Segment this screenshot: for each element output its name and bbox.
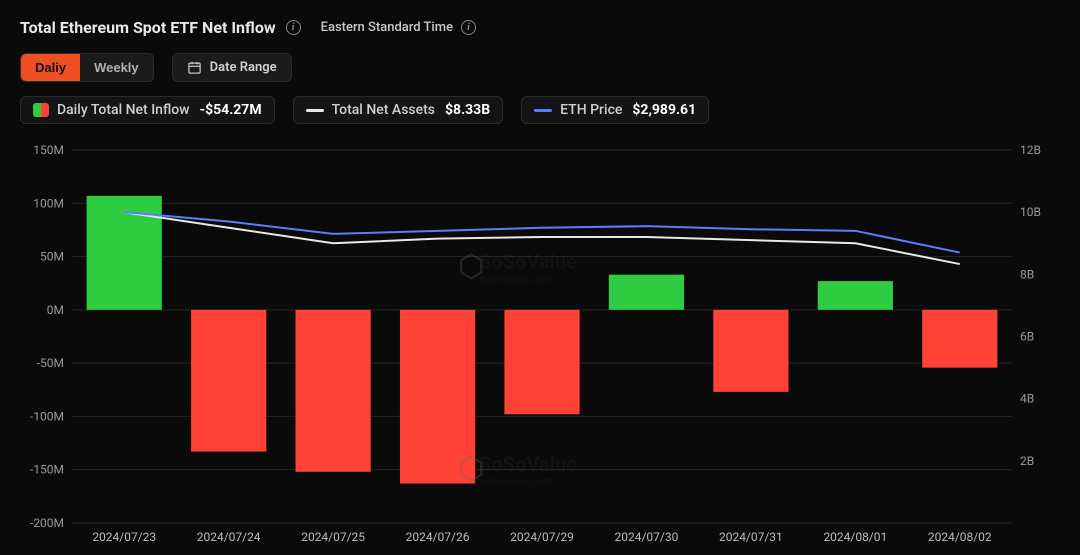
date-range-button[interactable]: Date Range	[172, 53, 292, 82]
svg-text:2024/07/23: 2024/07/23	[92, 530, 156, 544]
info-icon[interactable]: i	[286, 20, 301, 35]
bar[interactable]	[818, 281, 893, 310]
svg-text:2024/07/31: 2024/07/31	[719, 530, 783, 544]
timezone-label: Eastern Standard Time i	[321, 20, 476, 35]
chart-svg: 150M 100M 50M 0M -50M -100M -150M -200M 12B 10B 8B…	[20, 140, 1060, 551]
svg-text:2B: 2B	[1020, 454, 1034, 468]
bar[interactable]	[609, 275, 684, 310]
bar-swatch-icon	[33, 103, 49, 117]
info-icon[interactable]: i	[461, 20, 476, 35]
tab-daily[interactable]: Daliy	[21, 54, 80, 81]
date-range-label: Date Range	[210, 60, 277, 75]
svg-text:2024/07/26: 2024/07/26	[406, 530, 470, 544]
line-price[interactable]	[124, 212, 960, 252]
svg-text:-200M: -200M	[30, 516, 64, 530]
svg-text:150M: 150M	[33, 143, 64, 157]
line-swatch-icon	[534, 109, 552, 112]
svg-text:100M: 100M	[33, 196, 64, 210]
svg-text:2024/08/02: 2024/08/02	[928, 530, 992, 544]
svg-text:0M: 0M	[47, 303, 64, 317]
svg-text:-150M: -150M	[30, 463, 64, 477]
bar[interactable]	[504, 310, 579, 414]
svg-text:sosovalue.com: sosovalue.com	[479, 272, 553, 285]
line-swatch-icon	[306, 109, 324, 112]
controls-row: Daliy Weekly Date Range	[20, 53, 1060, 82]
legend-price[interactable]: ETH Price $2,989.61	[521, 96, 709, 124]
svg-text:-100M: -100M	[30, 409, 64, 423]
bar[interactable]	[191, 310, 266, 452]
svg-text:2024/07/30: 2024/07/30	[615, 530, 679, 544]
bar[interactable]	[713, 310, 788, 392]
chart-area: 150M 100M 50M 0M -50M -100M -150M -200M 12B 10B 8B…	[20, 140, 1060, 551]
calendar-icon	[187, 60, 202, 75]
svg-text:4B: 4B	[1020, 392, 1034, 406]
svg-text:2024/07/29: 2024/07/29	[510, 530, 574, 544]
svg-text:50M: 50M	[40, 250, 64, 264]
legend-assets[interactable]: Total Net Assets $8.33B	[293, 96, 504, 124]
etf-chart-panel: Total Ethereum Spot ETF Net Inflow i Eas…	[0, 0, 1080, 555]
bar[interactable]	[400, 310, 475, 484]
svg-text:SoSoValue: SoSoValue	[479, 452, 577, 476]
svg-text:2024/07/24: 2024/07/24	[197, 530, 261, 544]
svg-text:-50M: -50M	[37, 356, 64, 370]
svg-text:2024/07/25: 2024/07/25	[301, 530, 365, 544]
bar[interactable]	[296, 310, 371, 472]
svg-text:sosovalue.com: sosovalue.com	[479, 475, 553, 488]
page-title: Total Ethereum Spot ETF Net Inflow	[20, 18, 276, 37]
legend-inflow[interactable]: Daily Total Net Inflow -$54.27M	[20, 96, 275, 124]
bar[interactable]	[922, 310, 997, 368]
svg-text:8B: 8B	[1020, 267, 1034, 281]
svg-text:12B: 12B	[1020, 143, 1041, 157]
title-row: Total Ethereum Spot ETF Net Inflow i Eas…	[20, 18, 1060, 37]
legend-row: Daily Total Net Inflow -$54.27M Total Ne…	[20, 96, 1060, 124]
svg-text:2024/08/01: 2024/08/01	[823, 530, 887, 544]
svg-text:6B: 6B	[1020, 329, 1034, 343]
svg-text:10B: 10B	[1020, 205, 1041, 219]
svg-text:SoSoValue: SoSoValue	[479, 249, 577, 273]
tab-weekly[interactable]: Weekly	[80, 54, 153, 81]
period-segmented: Daliy Weekly	[20, 53, 154, 82]
